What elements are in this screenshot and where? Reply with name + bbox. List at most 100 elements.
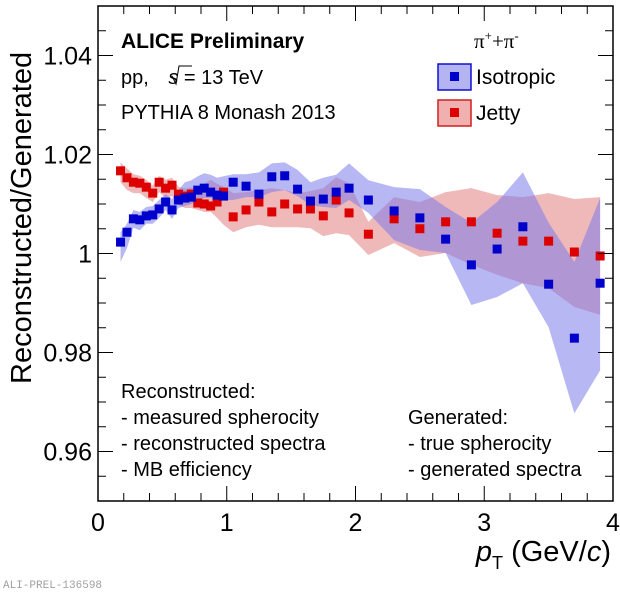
y-axis-title: Reconstructed/Generated (6, 52, 38, 384)
x-tick-label: 3 (477, 509, 491, 537)
point-jetty (518, 236, 528, 246)
y-tick-label: 1.04 (43, 43, 92, 71)
point-isotropic (199, 183, 209, 193)
generated-title: Generated: (408, 407, 508, 429)
band-jetty (120, 162, 601, 315)
point-jetty (212, 197, 222, 207)
point-isotropic (466, 260, 476, 270)
point-jetty (116, 166, 126, 176)
point-jetty (228, 212, 238, 222)
x-tick-label: 4 (606, 509, 620, 537)
point-jetty (389, 214, 399, 224)
axes (97, 5, 614, 502)
generated-item: - generated spectra (408, 459, 582, 481)
point-isotropic (305, 196, 315, 206)
legend: π++π- Isotropic Jetty (437, 28, 555, 127)
point-isotropic (241, 181, 251, 191)
point-isotropic (206, 187, 216, 197)
x-tick-label: 1 (220, 509, 234, 537)
generator-label: PYTHIA 8 Monash 2013 (121, 102, 336, 124)
point-jetty (135, 178, 145, 188)
point-isotropic (492, 244, 502, 254)
point-isotropic (228, 177, 238, 187)
point-jetty (466, 217, 476, 227)
point-isotropic (212, 190, 222, 200)
point-jetty (569, 247, 579, 257)
sqrt-sign-icon (171, 65, 192, 86)
svg-text:pp, s = 13 TeV: pp, s = 13 TeV (121, 67, 264, 89)
point-jetty (363, 229, 373, 239)
point-isotropic (122, 227, 132, 237)
point-isotropic (180, 193, 190, 203)
point-jetty (441, 217, 451, 227)
point-jetty (122, 173, 132, 183)
point-jetty (267, 207, 277, 217)
isotropic-marker-icon (450, 72, 459, 81)
point-isotropic (135, 215, 145, 225)
point-isotropic (595, 278, 605, 288)
point-isotropic (280, 171, 290, 181)
x-axis-title: pT (GeV/c) (475, 536, 611, 573)
point-isotropic (167, 205, 177, 215)
point-jetty (544, 236, 554, 246)
point-isotropic (148, 210, 158, 220)
reconstructed-title: Reconstructed: (121, 381, 256, 403)
experiment-label: ALICE Preliminary (121, 30, 305, 53)
point-jetty (206, 201, 216, 211)
point-isotropic (569, 333, 579, 343)
point-jetty (141, 182, 151, 192)
point-jetty (148, 188, 158, 198)
reconstructed-item: - reconstructed spectra (121, 433, 326, 455)
x-tick-label: 2 (349, 509, 363, 537)
point-jetty (241, 205, 251, 215)
point-isotropic (518, 222, 528, 232)
point-isotropic (254, 189, 264, 199)
point-isotropic (331, 187, 341, 197)
point-jetty (293, 204, 303, 214)
system-prefix: pp, (121, 67, 154, 89)
point-isotropic (193, 185, 203, 195)
point-jetty (344, 208, 354, 218)
point-jetty (280, 199, 290, 209)
tick-labels: 0 1 2 3 4 0.96 0.98 1 1.02 1.04 (43, 43, 620, 538)
system-label: pp, s = 13 TeV (121, 65, 264, 89)
point-isotropic (173, 195, 183, 205)
point-isotropic (344, 183, 354, 193)
legend-label-jetty: Jetty (476, 102, 521, 125)
point-jetty (199, 199, 209, 209)
band-isotropic (120, 162, 601, 414)
generated-item: - true spherocity (408, 433, 551, 455)
series-isotropic (116, 171, 605, 343)
point-jetty (254, 197, 264, 207)
point-isotropic (318, 194, 328, 204)
point-isotropic (544, 279, 554, 289)
generated-note: Generated: - true spherocity - generated… (408, 407, 582, 481)
point-jetty (305, 204, 315, 214)
legend-header: π++π- (474, 28, 519, 53)
ratio-chart: 0 1 2 3 4 0.96 0.98 1 1.02 1.04 ALICE Preliminary… (6, 5, 620, 573)
legend-label-isotropic: Isotropic (476, 66, 555, 89)
point-jetty (167, 180, 177, 190)
data-points (116, 166, 605, 343)
point-isotropic (389, 206, 399, 216)
point-isotropic (267, 172, 277, 182)
legend-item-jetty: Jetty (437, 99, 521, 127)
x-tick-label: 0 (91, 509, 105, 537)
point-jetty (193, 198, 203, 208)
point-isotropic (363, 195, 373, 205)
point-isotropic (293, 184, 303, 194)
point-isotropic (116, 237, 126, 247)
jetty-marker-icon (450, 108, 459, 117)
point-isotropic (154, 204, 164, 214)
point-jetty (318, 211, 328, 221)
point-isotropic (219, 191, 229, 201)
point-jetty (595, 251, 605, 261)
system-suffix: = 13 TeV (178, 67, 263, 89)
point-jetty (154, 177, 164, 187)
point-isotropic (128, 214, 138, 224)
point-jetty (331, 195, 341, 205)
y-tick-label: 1 (78, 241, 92, 269)
point-isotropic (415, 213, 425, 223)
y-tick-label: 1.02 (43, 142, 92, 170)
point-isotropic (441, 234, 451, 244)
